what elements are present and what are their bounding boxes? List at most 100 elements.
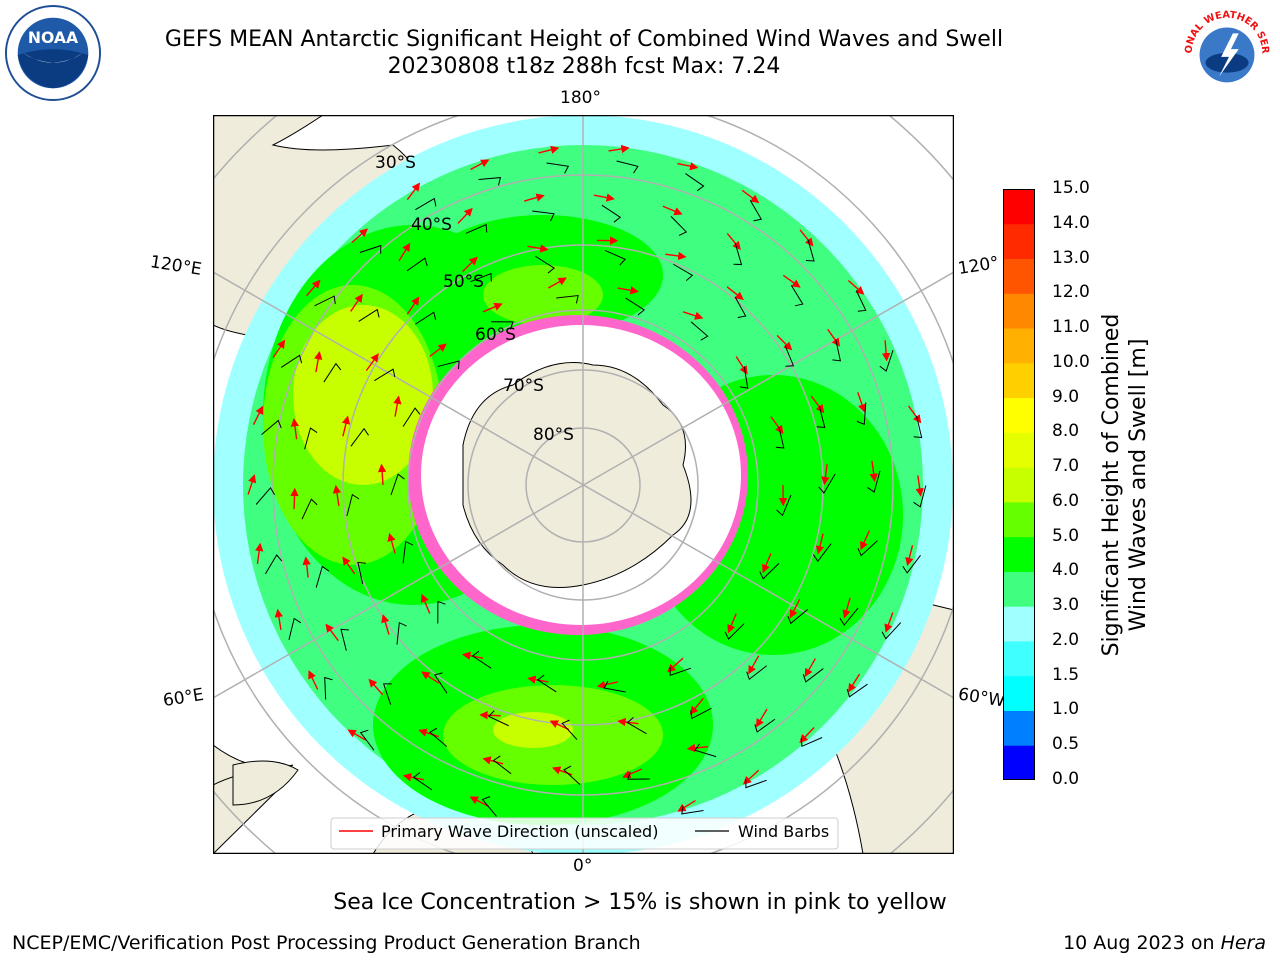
wind-barb <box>839 607 859 626</box>
wind-barb <box>734 296 747 318</box>
wave-direction-arrow <box>305 279 321 297</box>
wind-barb <box>776 494 792 517</box>
wind-barb <box>357 561 366 584</box>
wind-barb <box>670 215 688 236</box>
noaa-logo: NOAA <box>4 4 102 102</box>
colorbar-segment <box>1003 189 1035 225</box>
wave-direction-arrow <box>524 193 545 202</box>
wind-barb <box>350 427 369 447</box>
wind-barb <box>563 765 581 786</box>
wave-direction-arrow <box>726 233 741 251</box>
wave-direction-arrow <box>538 145 560 154</box>
wave-direction-arrow <box>308 670 319 690</box>
wave-direction-arrow <box>762 553 772 574</box>
wind-barb <box>800 737 823 748</box>
wind-barb <box>902 555 921 574</box>
chart-title: GEFS MEAN Antarctic Significant Height o… <box>164 27 1004 52</box>
wind-barb <box>537 674 557 693</box>
wave-direction-arrow <box>351 228 369 244</box>
wave-direction-arrow <box>387 532 396 554</box>
colorbar-segment <box>1003 536 1035 572</box>
wind-barb <box>255 486 275 505</box>
wave-direction-arrow <box>325 623 339 642</box>
wave-direction-arrow <box>905 545 914 567</box>
wind-barb <box>739 366 749 389</box>
colorbar-tick-label: 4.0 <box>1052 560 1080 581</box>
colorbar-segment <box>1003 571 1035 607</box>
colorbar-label-line1: Significant Height of Combined <box>1099 313 1124 657</box>
wave-direction-arrow <box>350 293 363 312</box>
machine-name: Hera <box>1220 932 1266 954</box>
colorbar-label: Significant Height of Combined Wind Wave… <box>1098 275 1158 695</box>
colorbar-segment <box>1003 501 1035 538</box>
graticule <box>213 115 954 854</box>
wind-barb <box>625 297 646 316</box>
wind-barb <box>261 419 282 436</box>
colorbar-tick-label: 1.5 <box>1052 664 1080 685</box>
colorbar-segment <box>1003 640 1035 677</box>
chart-subtitle: 20230808 t18z 288h fcst Max: 7.24 <box>387 54 781 79</box>
noaa-logo-text: NOAA <box>28 28 79 47</box>
wind-barb <box>374 368 396 382</box>
wave-direction-arrow <box>527 244 549 253</box>
wind-barb <box>556 294 579 304</box>
wave-direction-arrow <box>847 279 865 295</box>
wind-barb <box>390 473 405 496</box>
lat-label-60s: 60°S <box>475 325 516 345</box>
wave-direction-arrow <box>821 463 830 486</box>
wind-barb <box>478 177 502 186</box>
wave-direction-arrow <box>406 296 420 315</box>
wave-direction-arrow <box>406 182 421 201</box>
wind-barb <box>402 407 421 427</box>
wind-barb <box>749 200 763 222</box>
wind-barb <box>746 665 767 681</box>
vector-layer <box>247 144 927 817</box>
wave-direction-arrow <box>860 530 871 551</box>
wave-direction-arrow <box>842 597 851 619</box>
wind-barb <box>561 719 578 740</box>
wave-direction-arrow <box>755 708 768 728</box>
wave-direction-arrow <box>418 728 439 738</box>
colorbar-tick-label: 0.0 <box>1052 769 1080 789</box>
colorbar-segment <box>1003 362 1035 399</box>
colorbar-border <box>1003 189 1035 780</box>
wind-barb <box>857 540 878 557</box>
wind-barb <box>685 173 705 192</box>
lat-label-70s: 70°S <box>503 376 544 396</box>
wave-direction-arrow <box>727 613 737 634</box>
colorbar-segment <box>1003 675 1035 711</box>
wind-barb <box>315 565 330 588</box>
wave-direction-arrow <box>741 189 760 204</box>
wave-direction-arrow <box>908 405 922 424</box>
wave-direction-arrow <box>804 658 816 678</box>
wave-direction-arrow <box>848 673 861 693</box>
wind-barb <box>673 263 694 281</box>
wind-barb <box>429 727 448 747</box>
wave-direction-arrow <box>617 286 639 295</box>
colorbar-tick-label: 6.0 <box>1052 490 1080 511</box>
wind-barb <box>346 493 360 517</box>
wave-direction-arrow <box>742 769 760 785</box>
colorbar-tick-label: 12.0 <box>1052 282 1090 303</box>
colorbar-segment <box>1003 745 1035 780</box>
wave-direction-arrow <box>682 311 704 320</box>
colorbar-tick-label: 0.5 <box>1052 734 1080 755</box>
sea-ice-note: Sea Ice Concentration > 15% is shown in … <box>333 890 947 915</box>
colorbar-segment <box>1003 397 1035 433</box>
colorbar-segment <box>1003 328 1035 364</box>
wind-barb <box>832 339 842 362</box>
wave-direction-arrow <box>748 655 760 675</box>
wind-barb <box>856 402 867 426</box>
wind-barb <box>415 197 437 211</box>
colorbar <box>1003 189 1035 780</box>
wave-direction-arrow <box>429 343 447 358</box>
colorbar-segment <box>1003 293 1035 329</box>
wave-direction-arrow <box>421 671 440 684</box>
wave-direction-arrow <box>290 487 299 510</box>
wave-direction-arrow <box>462 256 478 273</box>
wind-barb <box>818 473 836 494</box>
wave-direction-arrow <box>377 463 387 486</box>
lat-label-30s: 30°S <box>375 153 416 173</box>
colorbar-segment <box>1003 467 1035 503</box>
colorbar-tick-label: 9.0 <box>1052 386 1080 407</box>
